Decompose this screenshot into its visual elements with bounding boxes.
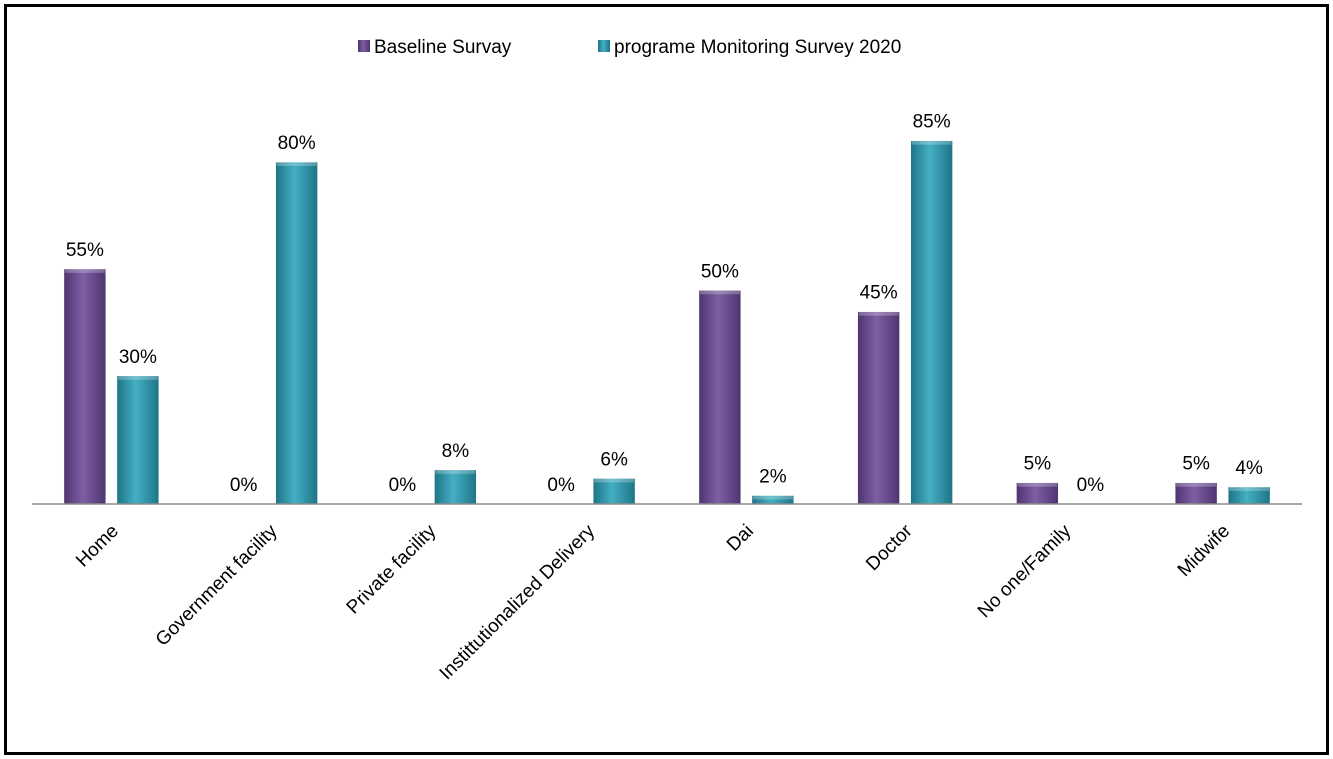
chart-frame	[4, 4, 1329, 755]
bar-baseline-5	[857, 311, 900, 505]
bar-baseline-0	[63, 268, 107, 505]
x-tick-label: Instittutionalized Delivery	[436, 520, 600, 684]
data-label: 2%	[759, 466, 787, 487]
data-label: 6%	[600, 449, 628, 470]
chart-bars	[63, 140, 1271, 505]
bar-monitoring-5	[910, 140, 953, 505]
data-label: 5%	[1182, 454, 1210, 475]
x-tick-label: Home	[72, 521, 123, 572]
bar-cap-highlight	[858, 311, 899, 316]
data-label: 0%	[230, 475, 258, 496]
legend-label-baseline: Baseline Survay	[374, 37, 512, 58]
data-label: 50%	[701, 261, 739, 282]
legend-swatch-monitoring	[598, 40, 610, 52]
bar-monitoring-2	[434, 469, 477, 505]
x-tick-label: Midwife	[1174, 521, 1234, 581]
data-label: 0%	[389, 475, 417, 496]
bar-cap-highlight	[435, 469, 476, 474]
bar-cap-highlight	[1017, 482, 1058, 487]
bar-cap-highlight	[1229, 486, 1270, 491]
data-label: 80%	[278, 133, 316, 154]
legend-swatch-baseline	[358, 40, 370, 52]
data-label: 0%	[1077, 475, 1105, 496]
x-tick-label: Doctor	[862, 520, 917, 575]
x-tick-label: Dai	[723, 521, 758, 556]
legend-label-monitoring: programe Monitoring Survey 2020	[614, 37, 901, 58]
bar-cap-highlight	[64, 268, 105, 273]
bar-cap-highlight	[1176, 482, 1217, 487]
data-label: 8%	[442, 441, 470, 462]
bar-cap-highlight	[276, 162, 317, 166]
x-tick-label: Private facility	[343, 520, 441, 618]
data-label: 55%	[66, 240, 104, 261]
data-label: 5%	[1024, 454, 1052, 475]
data-label: 4%	[1235, 458, 1263, 479]
data-label: 85%	[913, 112, 951, 133]
bar-cap-highlight	[911, 140, 952, 145]
x-tick-label: Government facility	[152, 520, 282, 650]
bar-cap-highlight	[752, 495, 793, 500]
data-label: 0%	[547, 475, 575, 496]
bar-cap-highlight	[117, 375, 158, 380]
x-tick-label: No one/Family	[974, 520, 1076, 622]
data-labels: 55% 30% 0% 80% 0% 8% 0% 6% 50% 2% 45% 85% 5% 0% 5% 4%	[66, 112, 1263, 496]
chart-legend: Baseline Survay programe Monitoring Surve…	[358, 37, 901, 58]
bar-baseline-4	[698, 289, 742, 505]
x-axis-tick-labels: Home Government facility Private facilityI…	[72, 520, 1234, 684]
bar-cap-highlight	[699, 290, 740, 295]
data-label: 45%	[860, 283, 898, 304]
bar-cap-highlight	[594, 478, 635, 483]
bar-monitoring-0	[116, 375, 160, 505]
data-label: 30%	[119, 347, 157, 368]
bar-monitoring-1	[275, 161, 318, 505]
bar-monitoring-3	[592, 478, 636, 505]
